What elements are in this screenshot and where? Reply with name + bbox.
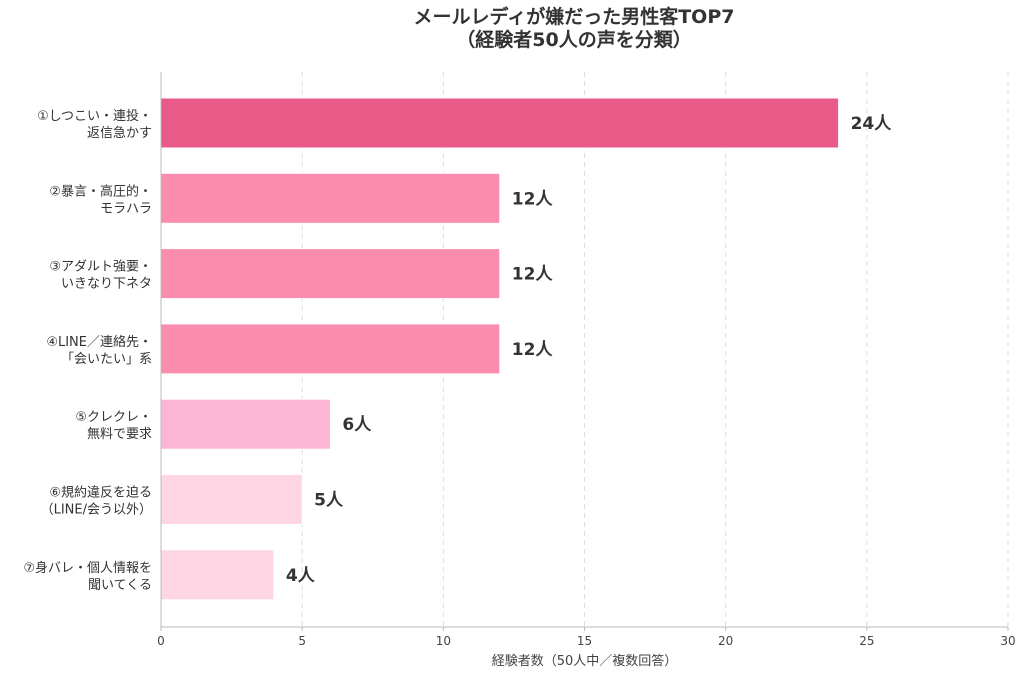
x-tick-label: 25 <box>859 634 874 648</box>
data-labels: 24人 12人 12人 12人 6人 5人 4人 <box>286 114 892 586</box>
category-label-line: ⑥規約違反を迫る <box>49 486 152 501</box>
category-label-line: モラハラ <box>100 201 152 216</box>
x-tick-label: 15 <box>577 634 592 648</box>
bar <box>160 172 501 224</box>
category-label-line: 無料で要求 <box>87 427 152 442</box>
category-label: ⑥規約違反を迫る （LINE/会う以外） <box>41 486 152 518</box>
data-label: 6人 <box>342 415 372 435</box>
category-label: ⑤クレクレ・無料で要求 <box>75 410 152 442</box>
category-label-line: いきなり下ネタ <box>61 277 152 292</box>
category-label-line: 聞いてくる <box>88 578 152 593</box>
grid-lines <box>301 72 1009 627</box>
bar <box>160 549 275 601</box>
data-label: 4人 <box>286 566 316 586</box>
category-label: ⑦身バレ・個人情報を聞いてくる <box>23 560 152 593</box>
category-label-line: ⑦身バレ・個人情報を <box>23 560 152 576</box>
bar <box>160 323 501 375</box>
category-label-line: ①しつこい・連投・ <box>37 108 152 124</box>
x-tick-label: 20 <box>718 634 733 648</box>
chart-title-line-1: メールレディが嫌だった男性客TOP7 <box>414 5 735 28</box>
category-label-line: ②暴言・高圧的・ <box>49 183 152 199</box>
category-label-line: ⑤クレクレ・ <box>75 410 152 425</box>
x-tick-label: 10 <box>436 634 451 648</box>
category-label: ④LINE／連絡先・「会いたい」系 <box>46 334 152 367</box>
bar <box>160 97 840 149</box>
category-label: ②暴言・高圧的・モラハラ <box>49 183 152 216</box>
bars <box>160 97 840 601</box>
data-label: 12人 <box>512 189 554 209</box>
category-label: ①しつこい・連投・返信急かす <box>37 108 152 141</box>
chart-title: メールレディが嫌だった男性客TOP7（経験者50人の声を分類） <box>414 5 735 51</box>
category-label-line: ④LINE／連絡先・ <box>46 334 152 350</box>
chart-title-line-2: （経験者50人の声を分類） <box>456 28 691 51</box>
data-label: 24人 <box>851 114 893 134</box>
bar <box>160 398 331 450</box>
x-tick-label: 30 <box>1000 634 1015 648</box>
data-label: 5人 <box>314 491 344 511</box>
data-label: 12人 <box>512 340 554 360</box>
data-label: 12人 <box>512 265 554 285</box>
category-label-line: 「会いたい」系 <box>61 352 152 367</box>
bar <box>160 248 501 300</box>
x-tick-label: 0 <box>157 634 165 648</box>
x-tick-label: 5 <box>298 634 306 648</box>
category-label-line: 返信急かす <box>87 126 152 141</box>
bar <box>160 474 303 525</box>
category-label-line: （LINE/会う以外） <box>41 503 152 518</box>
category-label-line: ③アダルト強要・ <box>49 260 152 275</box>
x-axis-label: 経験者数（50人中／複数回答） <box>492 653 678 669</box>
category-label: ③アダルト強要・いきなり下ネタ <box>49 260 152 292</box>
x-tick-labels: 0 5 10 15 20 25 30 <box>157 627 1016 648</box>
category-labels: ①しつこい・連投・返信急かす ②暴言・高圧的・モラハラ ③アダルト強要・いきなり下ネ… <box>23 108 152 593</box>
